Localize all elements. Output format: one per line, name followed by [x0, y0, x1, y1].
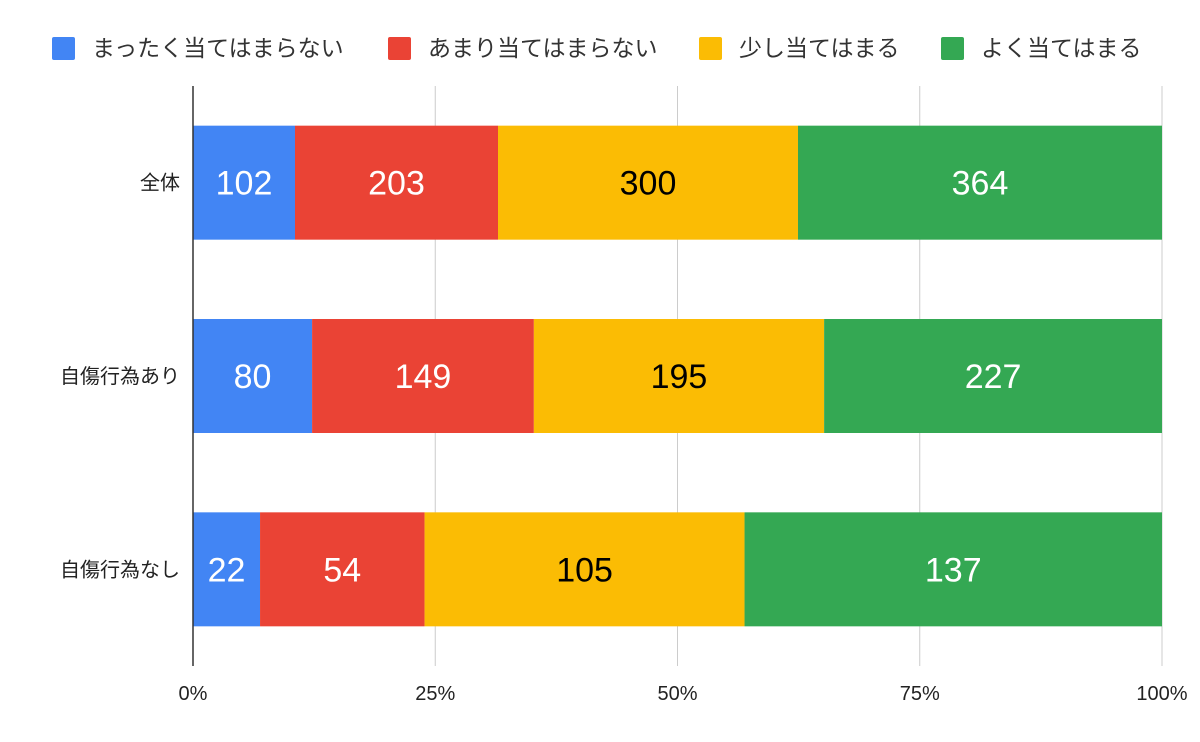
bar-segment	[295, 125, 498, 240]
bar-segment	[424, 512, 745, 627]
bar-segment	[193, 319, 313, 433]
category-label: 自傷行為なし	[60, 557, 180, 581]
data-label: 137	[925, 551, 982, 589]
data-label: 22	[208, 551, 246, 589]
bar-segment	[312, 319, 534, 433]
bar-row: 102 203 300 364	[193, 125, 1162, 240]
bar-row: 80 149 195 227	[193, 319, 1162, 433]
x-tick-label: 25%	[415, 683, 455, 705]
legend-item: あまり当てはまらない	[388, 36, 658, 62]
legend-label: まったく当てはまらない	[92, 36, 344, 62]
x-tick-labels: 0% 25% 50% 75% 100%	[179, 683, 1188, 705]
data-label: 227	[965, 358, 1022, 396]
x-tick-label: 75%	[900, 683, 940, 705]
data-label: 203	[368, 165, 425, 203]
bar-segment	[533, 319, 825, 433]
legend-label: あまり当てはまらない	[428, 36, 658, 62]
bar-segment	[824, 319, 1162, 433]
bars: 102 203 300 364 80 149 195 227 22 54 105 137	[193, 125, 1162, 627]
bar-segment	[798, 125, 1162, 240]
bar-segment	[260, 512, 425, 627]
x-tick-label: 0%	[179, 683, 208, 705]
bar-segment	[498, 125, 798, 240]
x-tick-label: 100%	[1136, 683, 1187, 705]
legend-swatch	[388, 37, 411, 60]
data-label: 149	[395, 358, 452, 396]
legend-item: まったく当てはまらない	[52, 36, 344, 62]
bar-segment	[193, 125, 295, 240]
legend-label: 少し当てはまる	[739, 36, 900, 62]
data-label: 54	[323, 551, 361, 589]
legend-swatch	[699, 37, 722, 60]
bar-row: 22 54 105 137	[193, 512, 1162, 627]
bar-segment	[744, 512, 1162, 627]
category-label: 自傷行為あり	[60, 364, 180, 388]
data-label: 105	[556, 551, 613, 589]
legend-item: よく当てはまる	[941, 36, 1142, 62]
chart-legend: まったく当てはまらない あまり当てはまらない 少し当てはまる よく当てはまる	[52, 36, 1142, 62]
data-label: 195	[651, 358, 708, 396]
legend-swatch	[941, 37, 964, 60]
category-label: 全体	[140, 171, 180, 195]
legend-item: 少し当てはまる	[699, 36, 900, 62]
legend-swatch	[52, 37, 75, 60]
bar-segment	[193, 512, 261, 627]
data-label: 364	[952, 165, 1009, 203]
legend-label: よく当てはまる	[981, 36, 1142, 62]
data-label: 102	[216, 165, 273, 203]
data-label: 300	[620, 165, 677, 203]
x-tick-label: 50%	[657, 683, 697, 705]
data-label: 80	[234, 358, 272, 396]
